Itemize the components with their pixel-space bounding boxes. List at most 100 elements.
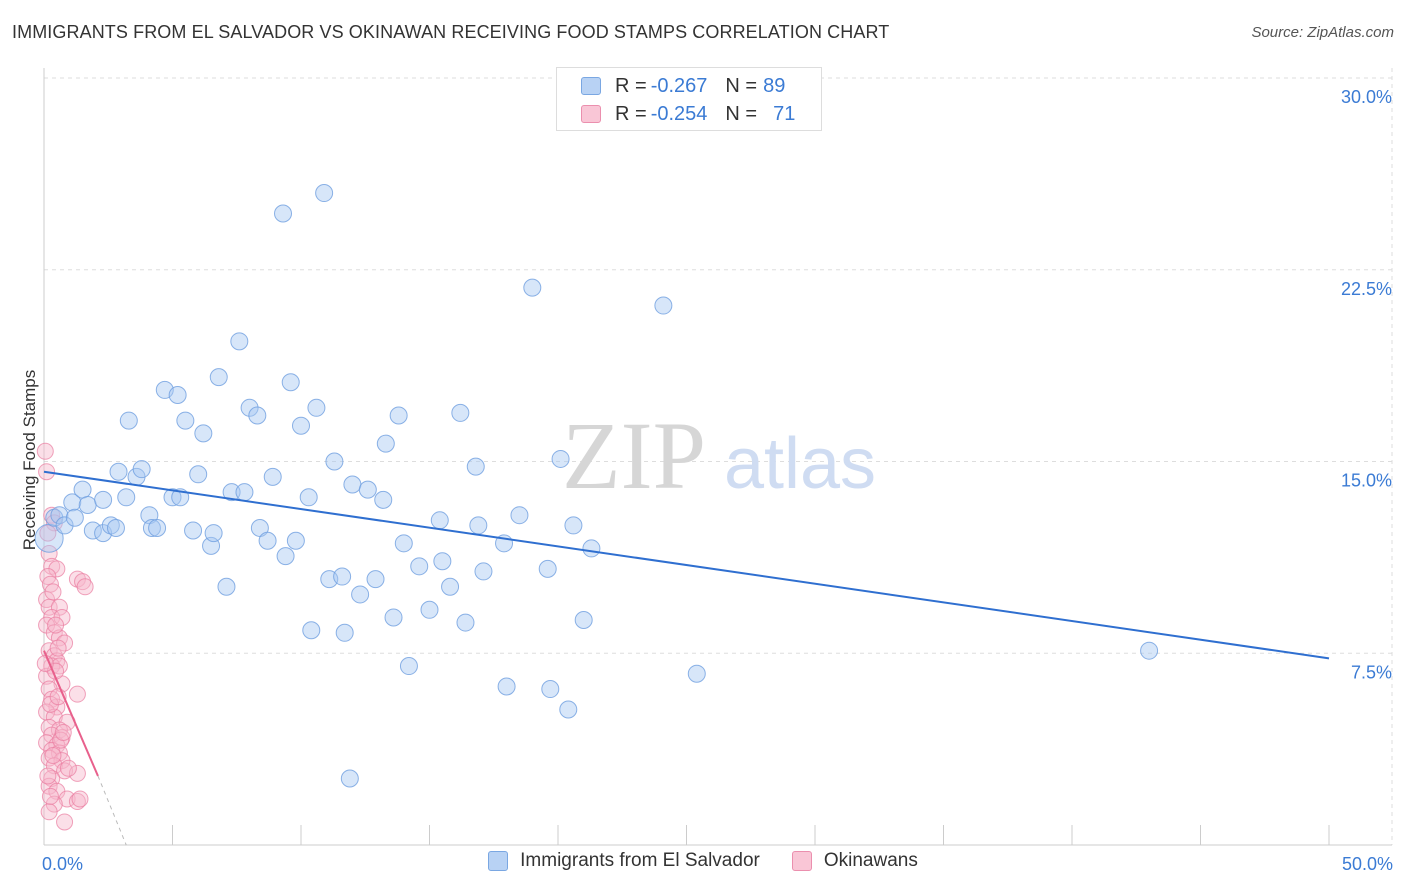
stats-row-okinawans: R = -0.254 N = 71 [581,102,795,126]
el-salvador-point [63,493,82,512]
el-salvador-point [366,570,385,589]
okinawans-point [74,573,92,591]
okinawans-point [68,793,86,811]
el-salvador-point [73,480,92,499]
el-salvador-point [119,411,138,430]
el-salvador-point [184,521,203,540]
el-salvador-point [559,700,578,719]
okinawans-point [39,767,57,785]
el-salvador-point [263,467,282,486]
y-tick-label: 7.5% [1351,662,1392,682]
el-salvador-point [302,621,321,640]
watermark-zip: ZIP [562,402,706,509]
source-label: Source: ZipAtlas.com [1251,24,1394,41]
el-salvador-point [132,460,151,479]
okinawans-point [76,578,94,596]
legend-label: Immigrants from El Salvador [520,850,760,871]
tick-labels: 7.5% 15.0% 22.5% 30.0% 0.0% 50.0% [42,87,1393,874]
trend-lines [43,470,1330,846]
el-salvador-point [65,508,84,527]
el-salvador-point [564,516,583,535]
r-value: -0.267 [650,74,708,97]
el-salvador-point [333,567,352,586]
el-salvador-point [217,577,236,596]
okinawans-point [43,557,61,575]
okinawans-point [56,813,74,831]
legend-label: Okinawans [823,850,918,871]
el-salvador-point [325,452,344,471]
okinawans-point [45,708,63,726]
el-salvador-point [50,506,69,525]
el-salvador-point [574,611,593,630]
pink-swatch-icon [581,105,601,123]
okinawans-point [49,639,67,657]
el-salvador-point [307,398,326,417]
okinawans-point [41,787,59,805]
el-salvador-point [55,516,74,535]
okinawans-point [40,803,58,821]
el-salvador-point [351,585,370,604]
el-salvador-point [194,424,213,443]
legend-item-el-salvador[interactable]: Immigrants from El Salvador [488,850,760,872]
el-salvador-point [474,562,493,581]
el-salvador-point [117,488,136,507]
el-salvador-point [687,664,706,683]
el-salvador-point [654,296,673,315]
el-salvador-point [163,488,182,507]
blue-swatch-icon [581,77,601,95]
el-salvador-trend-line [43,470,1330,660]
el-salvador-point [176,411,195,430]
el-salvador-point [497,677,516,696]
el-salvador-point [441,577,460,596]
n-label: N = [725,74,758,97]
el-salvador-point [340,769,359,788]
x-tick-label: 50.0% [1342,854,1393,874]
el-salvador-point [358,480,377,499]
el-salvador-point [292,416,310,435]
y-tick-label: 22.5% [1341,279,1392,299]
okinawans-point [68,764,86,782]
el-salvador-points [34,184,1159,788]
el-salvador-point [78,495,97,514]
el-salvador-point [430,511,449,530]
el-salvador-point [510,506,529,525]
legend-item-okinawans[interactable]: Okinawans [791,850,918,872]
el-salvador-point [101,516,120,535]
el-salvador-point [248,406,267,425]
r-label: R = [615,74,647,97]
el-salvador-point [451,403,470,422]
el-salvador-point [466,457,485,476]
el-salvador-point [204,524,223,543]
okinawans-point [47,616,65,634]
r-label: R = [615,102,647,125]
y-tick-label: 30.0% [1341,87,1392,107]
el-salvador-point [335,623,354,642]
el-salvador-point [106,518,125,537]
okinawans-point [68,685,86,703]
n-value: 89 [763,74,786,97]
el-salvador-point [299,488,318,507]
stats-box: R = -0.267 N = 89 R = -0.254 N = 71 [556,67,822,131]
el-salvador-point [541,680,560,699]
n-label: N = [725,102,758,125]
okinawans-trend-line [43,650,99,777]
el-salvador-point [286,531,305,550]
y-axis-label: Receiving Food Stamps [20,369,39,551]
el-salvador-point [376,434,395,453]
el-salvador-point [343,475,362,494]
el-salvador-point [45,508,64,527]
okinawans-trend-extension [97,775,127,846]
el-salvador-point [433,552,452,571]
el-salvador-point [374,490,393,509]
legend: Immigrants from El Salvador Okinawans [0,850,1406,872]
okinawans-point [59,759,77,777]
el-salvador-point [389,406,408,425]
el-salvador-point [384,608,403,627]
chart-title: IMMIGRANTS FROM EL SALVADOR VS OKINAWAN … [12,22,890,42]
el-salvador-point [235,483,254,502]
el-salvador-point [399,657,418,676]
el-salvador-point [222,483,241,502]
el-salvador-point [94,490,113,509]
el-salvador-point [276,547,295,566]
grid-layer [44,68,1393,845]
